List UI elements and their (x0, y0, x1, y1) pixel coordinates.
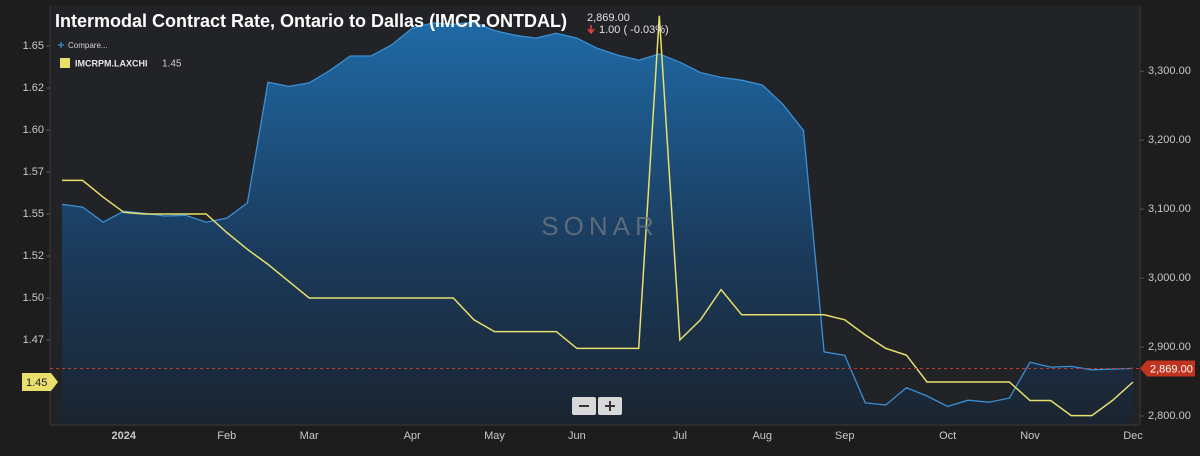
legend-value: 1.45 (162, 59, 182, 70)
zoom-in-icon (605, 401, 615, 411)
x-tick-label: 2024 (112, 430, 137, 442)
current-value-tag (1140, 360, 1195, 377)
change-text: 1.00 ( -0.03%) (599, 24, 669, 36)
x-tick-label: Jun (568, 430, 586, 442)
current-value-tag (22, 372, 58, 391)
plot-layer (61, 15, 1134, 425)
chart-title: Intermodal Contract Rate, Ontario to Dal… (55, 11, 567, 31)
x-tick-label: Aug (752, 430, 772, 442)
x-tick-label: Apr (404, 430, 421, 442)
watermark: SONAR (541, 211, 658, 241)
y2-tick-label: 3,100.00 (1148, 203, 1191, 215)
y2-tick-label: 3,300.00 (1148, 65, 1191, 77)
x-tick-label: Nov (1020, 430, 1040, 442)
y2-tick-label: 2,900.00 (1148, 341, 1191, 353)
x-tick-label: Sep (835, 430, 855, 442)
area-fill (62, 22, 1133, 425)
legend-swatch (60, 58, 70, 68)
compare-label[interactable]: Compare... (68, 41, 108, 50)
y-tick-label: 1.57 (23, 166, 44, 178)
compare-button[interactable]: Compare... (58, 41, 108, 50)
series-line (62, 15, 1134, 417)
current-value: 2,869.00 (587, 12, 630, 24)
x-tick-label: Jul (673, 430, 687, 442)
y-tick-label: 1.47 (23, 334, 44, 346)
compare-icon (58, 42, 64, 48)
y2-tick-label: 3,200.00 (1148, 134, 1191, 146)
y2-tick-label: 2,800.00 (1148, 410, 1191, 422)
x-tick-label: Dec (1123, 430, 1143, 442)
y-tick-label: 1.52 (23, 250, 44, 262)
y-tick-label: 1.50 (23, 292, 44, 304)
legend: IMCRPM.LAXCHI 1.45 (60, 58, 182, 70)
x-tick-label: Mar (300, 430, 319, 442)
y-tick-label: 1.55 (23, 208, 44, 220)
x-tick-label: Oct (939, 430, 956, 442)
y2-tick-label: 3,000.00 (1148, 272, 1191, 284)
y-tick-label: 1.65 (23, 40, 44, 52)
y-tick-label: 1.60 (23, 124, 44, 136)
current-value-tag-label: 1.45 (26, 377, 47, 389)
x-tick-label: May (484, 430, 505, 442)
zoom-controls (572, 397, 622, 415)
down-arrow (587, 25, 595, 35)
area-line (61, 21, 1134, 408)
current-value-tag-label: 2,869.00 (1150, 363, 1193, 375)
legend-label: IMCRPM.LAXCHI (75, 58, 148, 68)
y-tick-label: 1.62 (23, 82, 44, 94)
x-tick-label: Feb (217, 430, 236, 442)
